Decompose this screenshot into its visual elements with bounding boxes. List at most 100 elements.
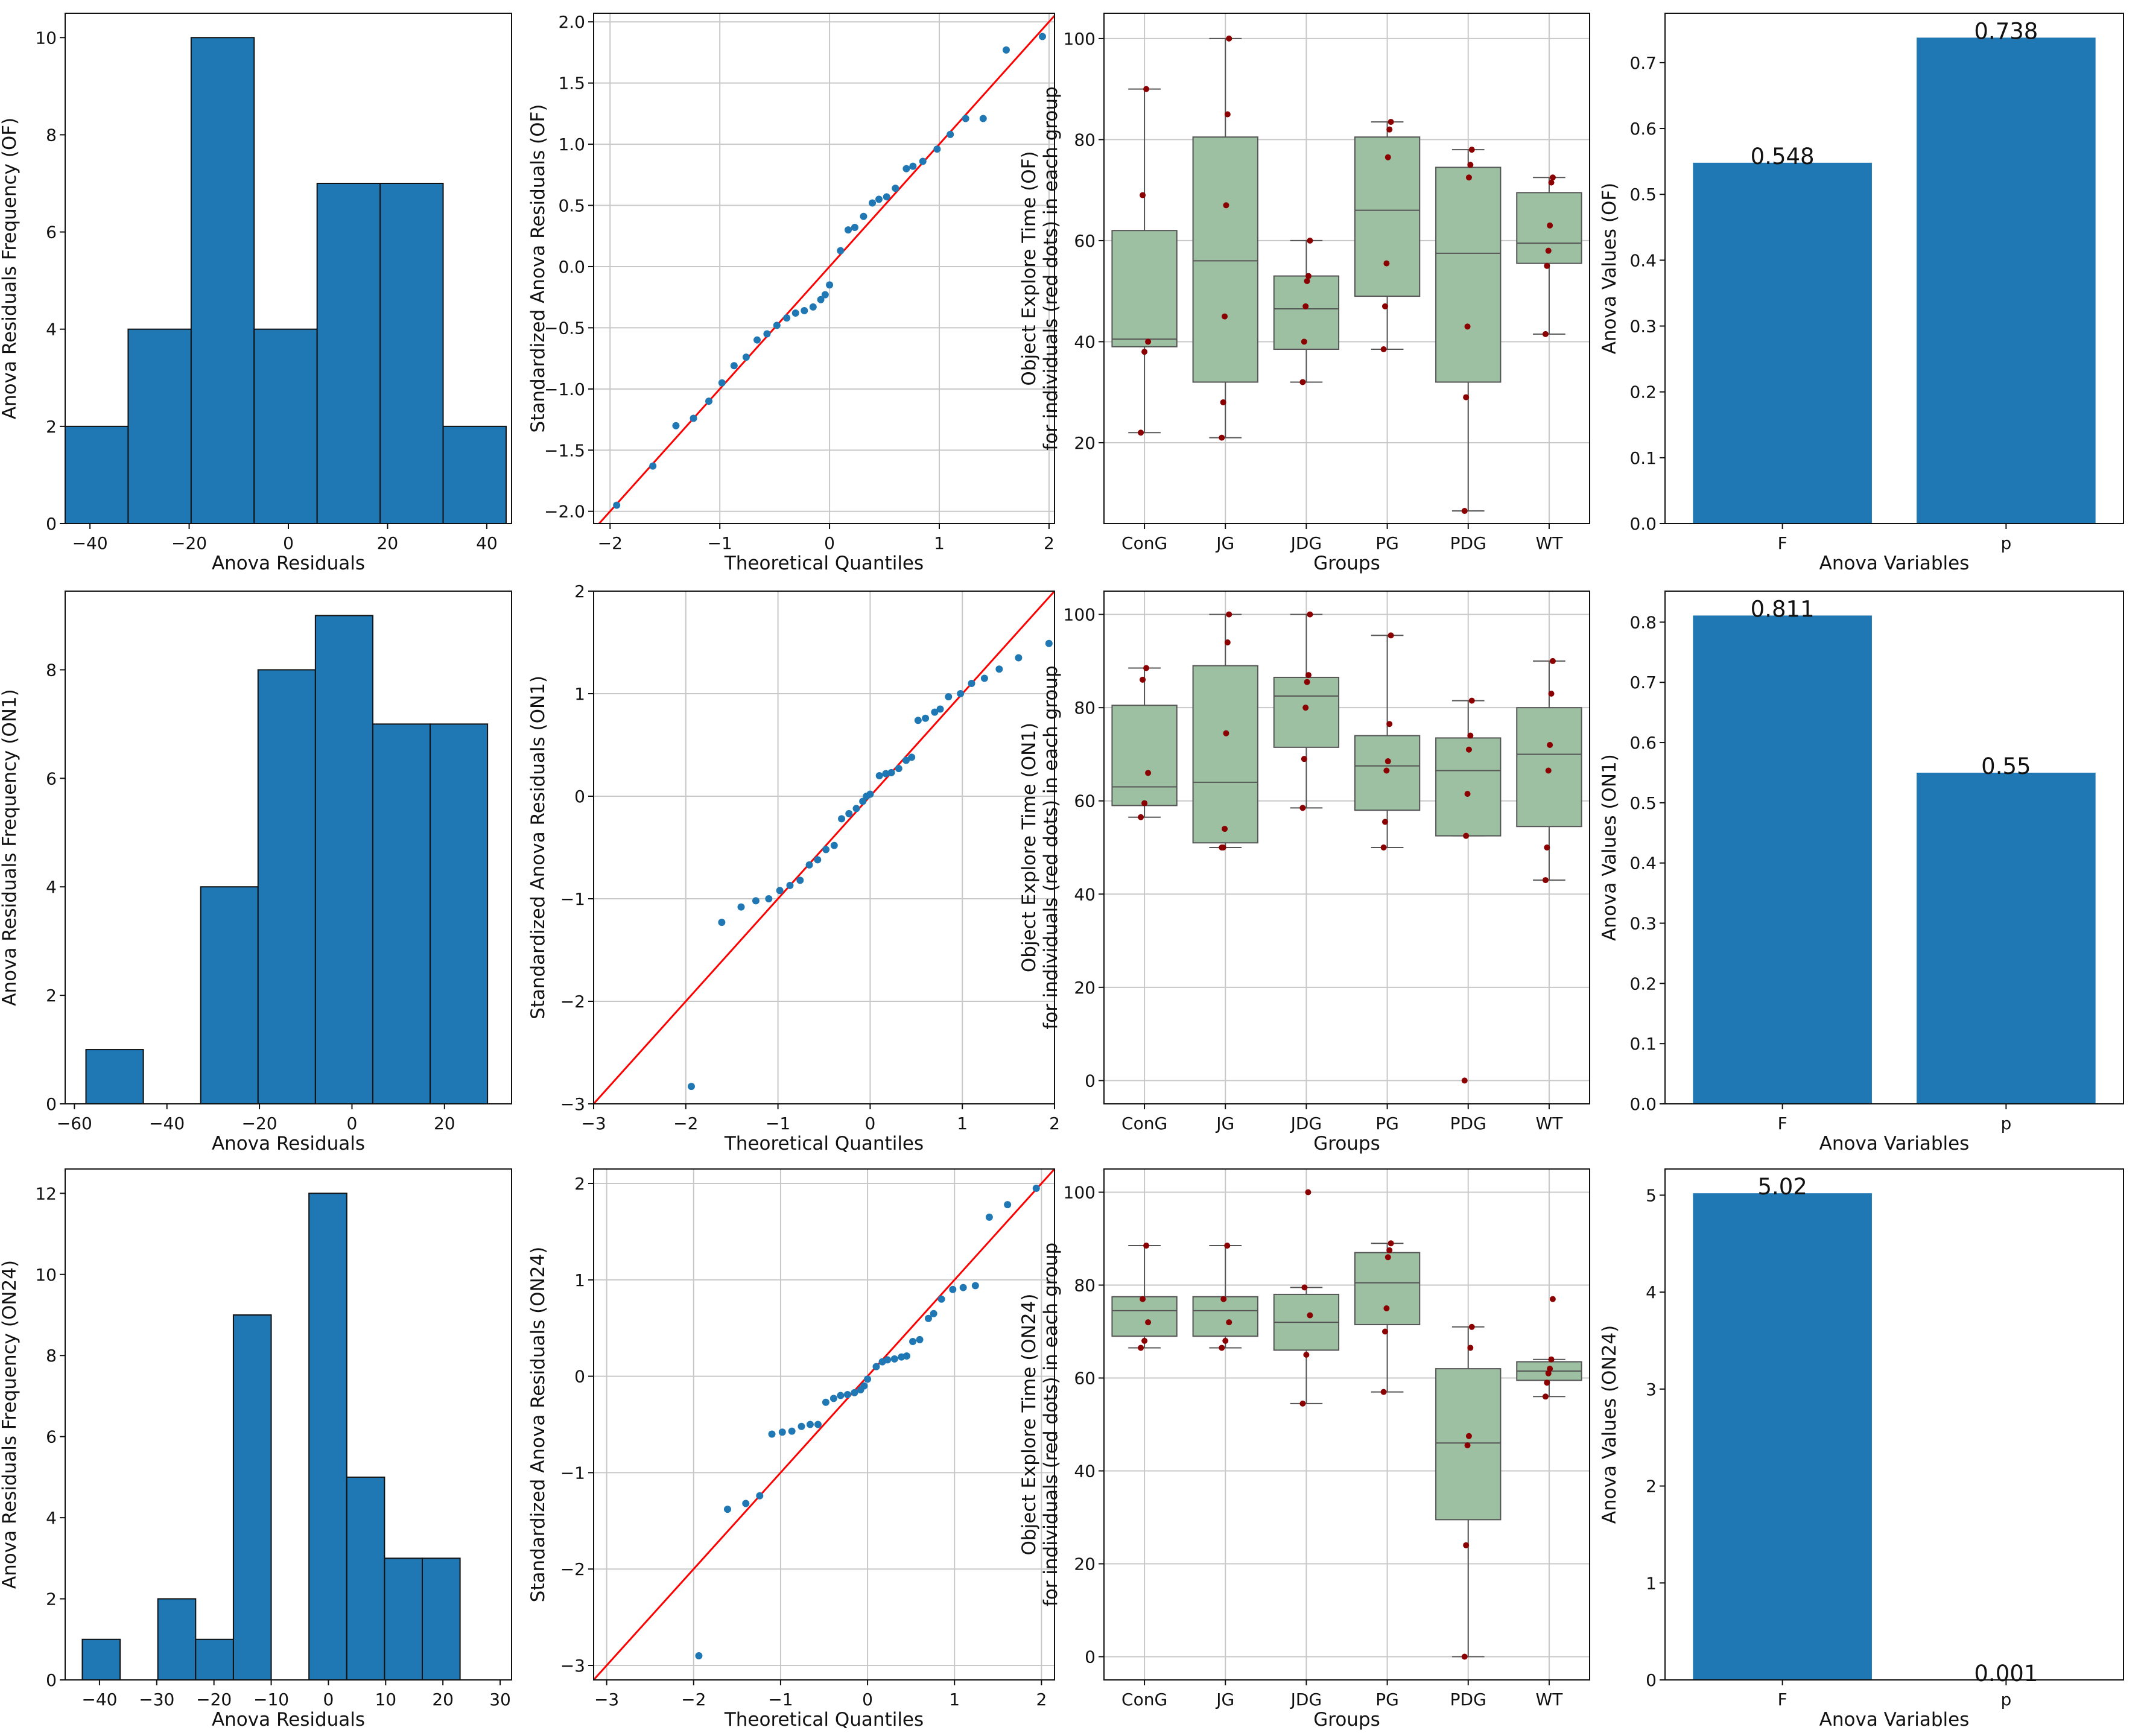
data-dot — [1383, 767, 1390, 774]
data-dot — [1549, 174, 1556, 181]
data-dot — [1549, 1296, 1556, 1302]
qq-point — [838, 815, 846, 823]
data-dot — [1381, 1328, 1388, 1335]
y-axis-label: Anova Values (OF) — [1599, 183, 1620, 355]
y-tick-label: 0 — [1085, 1071, 1096, 1091]
qq-point — [902, 1352, 910, 1360]
y-tick-label: 0.6 — [1629, 733, 1657, 753]
qq-point — [909, 1338, 917, 1346]
qq-point — [851, 1389, 858, 1396]
box-group-ConG — [1111, 1243, 1178, 1351]
x-tick-label: F — [1778, 533, 1787, 553]
x-tick-label: PDG — [1450, 1690, 1486, 1709]
x-tick-label: −40 — [149, 1114, 185, 1133]
data-dot — [1381, 819, 1388, 825]
y-tick-label: 2 — [46, 986, 57, 1006]
qq-point — [752, 897, 760, 905]
y-tick-label: 80 — [1074, 130, 1096, 150]
data-dot — [1380, 1389, 1387, 1395]
y-tick-label: 8 — [46, 1346, 57, 1366]
box-group-PG — [1354, 632, 1421, 851]
y-tick-label: 40 — [1074, 332, 1096, 352]
panel-qq-0: −2.0 −1.5 −1.0 −0.5 0.0 0.5 1.0 1.5 2.0 −2 −1 0 1 2 Th… — [527, 12, 1055, 574]
x-tick-label: p — [2000, 533, 2011, 553]
y-tick-label: −1 — [560, 889, 585, 909]
qq-point — [649, 462, 657, 470]
data-dot — [1220, 399, 1226, 405]
data-dot — [1467, 162, 1474, 168]
y-axis-label: Object Explore Time (OF) — [1018, 151, 1040, 385]
histogram-bar — [157, 1598, 197, 1681]
data-dot — [1219, 434, 1225, 441]
qq-point — [959, 1284, 967, 1291]
y-tick-label: 20 — [1074, 978, 1096, 998]
data-dot — [1463, 394, 1470, 401]
data-dot — [1542, 877, 1549, 884]
data-dot — [1220, 844, 1226, 851]
qq-point — [937, 1295, 945, 1303]
qq-point — [859, 797, 867, 805]
data-dot — [1299, 805, 1306, 811]
data-dot — [1299, 379, 1306, 385]
y-tick-label: 60 — [1074, 791, 1096, 811]
qq-point — [837, 247, 845, 255]
data-dot — [1468, 147, 1475, 153]
qq-point — [830, 841, 838, 849]
y-tick-label: 5 — [1646, 1185, 1657, 1205]
data-dot — [1222, 313, 1228, 320]
histogram-bar — [442, 425, 507, 524]
y-tick-label: −0.5 — [544, 318, 585, 338]
x-axis-label: Anova Residuals — [212, 1709, 365, 1731]
x-axis-label: Theoretical Quantiles — [724, 1709, 924, 1731]
qq-point — [814, 1421, 822, 1428]
qq-point — [817, 296, 825, 303]
box — [1435, 737, 1502, 837]
data-dot — [1461, 508, 1468, 515]
y-tick-label: 2 — [574, 581, 585, 601]
qq-point — [742, 353, 750, 361]
x-tick-label: −40 — [72, 533, 108, 553]
data-dot — [1226, 35, 1232, 42]
x-tick-label: 2 — [1049, 1114, 1060, 1133]
panel-histogram-1: 0 2 4 6 8 −60 −40 −20 0 20 Anova Residuals Anova Re… — [0, 591, 512, 1155]
qq-point — [882, 770, 890, 778]
y-tick-label: 1 — [1646, 1573, 1657, 1593]
y-axis-label: Anova Values (ON24) — [1599, 1325, 1620, 1524]
y-axis-label: for individuals (red dots) in each group — [1040, 86, 1062, 450]
box-group-JDG — [1273, 1189, 1340, 1407]
data-dot — [1299, 1400, 1306, 1407]
histogram-bar — [257, 669, 316, 1105]
y-tick-label: 10 — [35, 1265, 57, 1285]
data-dot — [1381, 303, 1388, 309]
histogram-bar — [85, 1049, 144, 1104]
y-tick-label: 2 — [1646, 1477, 1657, 1497]
qq-point — [864, 1375, 872, 1383]
x-axis-label: Anova Residuals — [212, 1133, 365, 1155]
data-dot — [1302, 303, 1309, 309]
y-axis-label: Standardized Anova Residuals (ON1) — [527, 676, 549, 1019]
bar-F — [1693, 615, 1872, 1104]
x-tick-label: −20 — [196, 1690, 232, 1709]
x-tick-label: WT — [1536, 1690, 1564, 1709]
y-tick-label: 0.8 — [1629, 612, 1657, 632]
box-group-JG — [1192, 1243, 1258, 1351]
box-group-PDG — [1435, 697, 1502, 1084]
y-tick-label: 60 — [1074, 1369, 1096, 1389]
x-tick-label: PDG — [1450, 533, 1486, 553]
x-tick-label: PG — [1375, 1690, 1399, 1709]
data-dot — [1465, 746, 1472, 753]
data-dot — [1145, 1319, 1152, 1326]
bar-p — [1917, 772, 2096, 1104]
y-tick-label: −1.0 — [544, 379, 585, 399]
qq-point — [705, 398, 712, 405]
axes-frame — [1664, 1168, 2124, 1681]
data-dot — [1143, 665, 1150, 671]
x-tick-label: 0 — [864, 1114, 875, 1133]
histogram-bar — [232, 1314, 272, 1681]
axes-frame — [65, 1168, 512, 1681]
y-axis-label: Anova Residuals Frequency (ON24) — [0, 1260, 21, 1589]
qq-point — [718, 379, 726, 387]
y-tick-label: 100 — [1064, 29, 1096, 49]
data-dot — [1223, 202, 1229, 209]
y-tick-label: −1.5 — [544, 440, 585, 460]
